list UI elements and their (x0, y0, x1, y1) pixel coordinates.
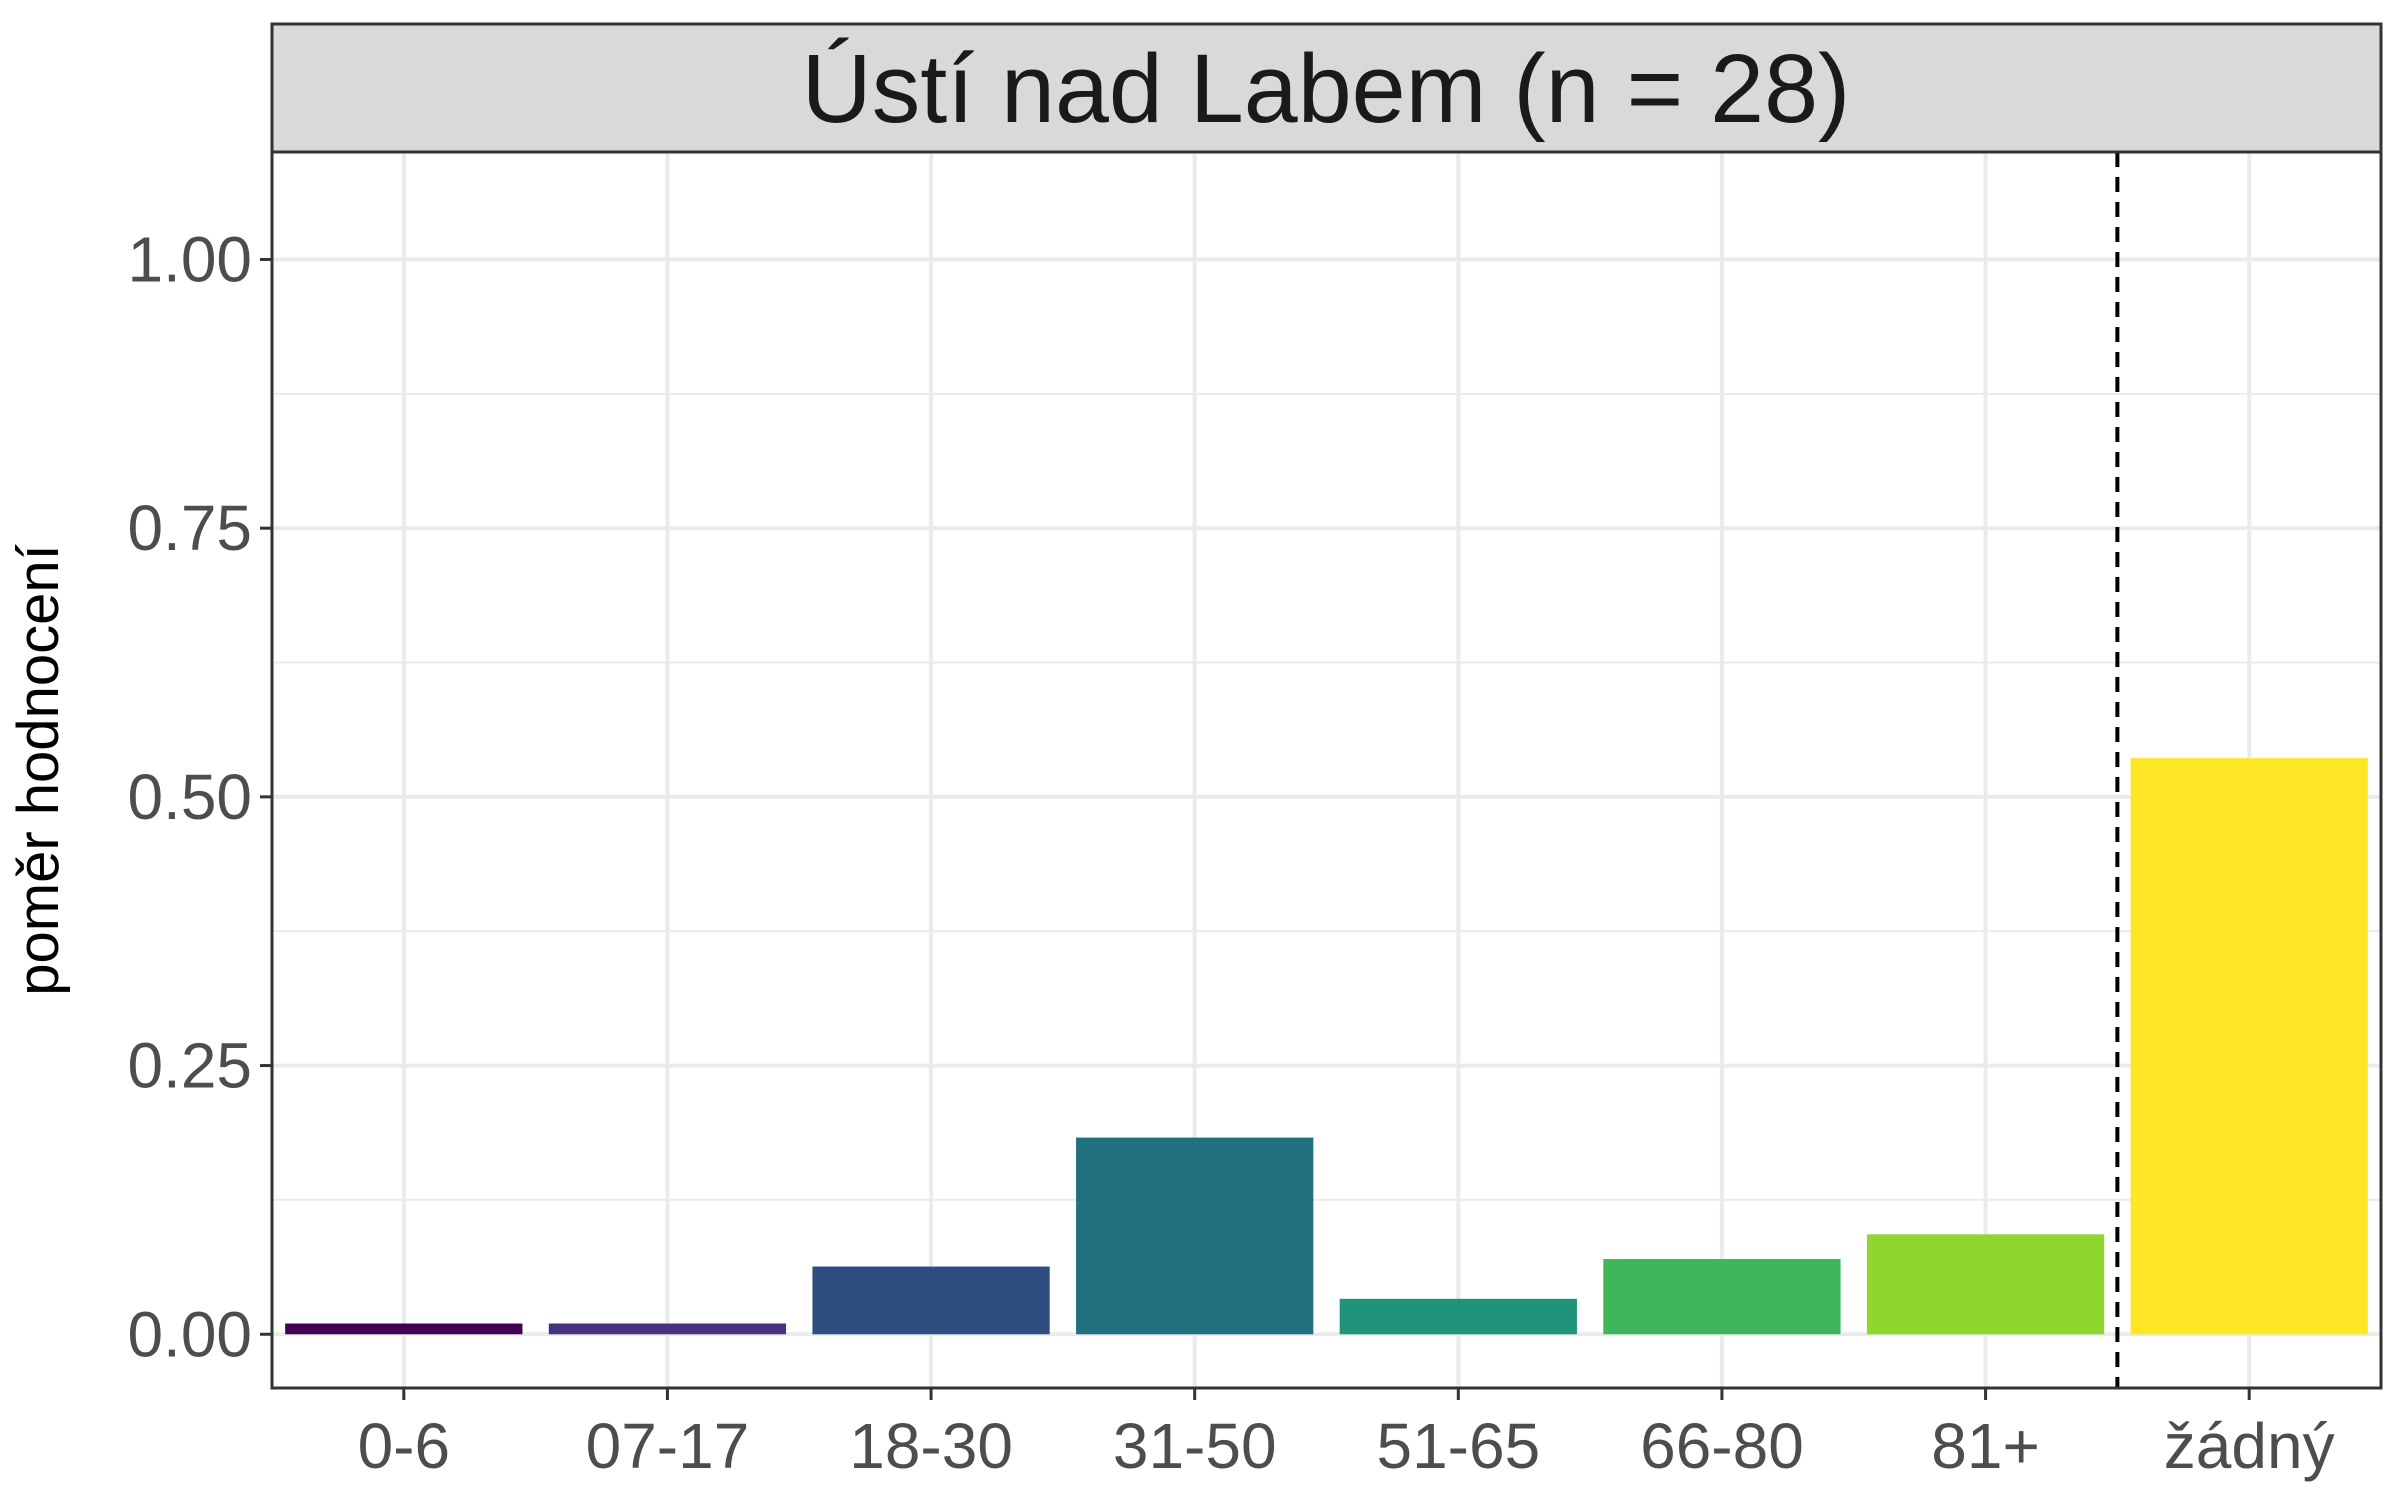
x-tick-label: 81+ (1931, 1410, 2040, 1482)
plot-panel (272, 152, 2381, 1388)
y-tick-label: 0.75 (127, 492, 252, 564)
x-tick-label: 07-17 (586, 1410, 750, 1482)
y-tick-label: 0.50 (127, 761, 252, 833)
y-axis-title: poměr hodnocení (6, 544, 71, 995)
bar-81+ (1866, 1234, 2105, 1335)
bar-0-6 (285, 1323, 523, 1335)
y-tick-label: 0.25 (127, 1030, 252, 1102)
x-tick-label: 0-6 (358, 1410, 451, 1482)
axes: 0.00 0.25 0.50 0.75 1.00 0-6 07-17 18-30 31-50 51… (127, 223, 2334, 1482)
plot-border (270, 150, 2383, 1390)
bar-18-30 (812, 1266, 1050, 1335)
bar-žádný (2130, 758, 2368, 1335)
bar-66-80 (1603, 1259, 1841, 1335)
strip-background (270, 22, 2383, 154)
x-tick-label: 51-65 (1376, 1410, 1540, 1482)
facet-title: Ústí nad Labem (n = 28) (802, 34, 1851, 143)
y-tick-label: 0.00 (127, 1298, 252, 1370)
y-tick-label: 1.00 (127, 223, 252, 295)
bars (285, 758, 2368, 1335)
grid (272, 152, 2381, 1388)
bar-51-65 (1339, 1298, 1577, 1335)
bar-07-17 (548, 1323, 787, 1335)
x-tick-label: žádný (2164, 1410, 2335, 1482)
bar-31-50 (1076, 1137, 1314, 1335)
x-tick-label: 31-50 (1113, 1410, 1277, 1482)
x-tick-label: 66-80 (1640, 1410, 1804, 1482)
x-tick-label: 18-30 (849, 1410, 1013, 1482)
